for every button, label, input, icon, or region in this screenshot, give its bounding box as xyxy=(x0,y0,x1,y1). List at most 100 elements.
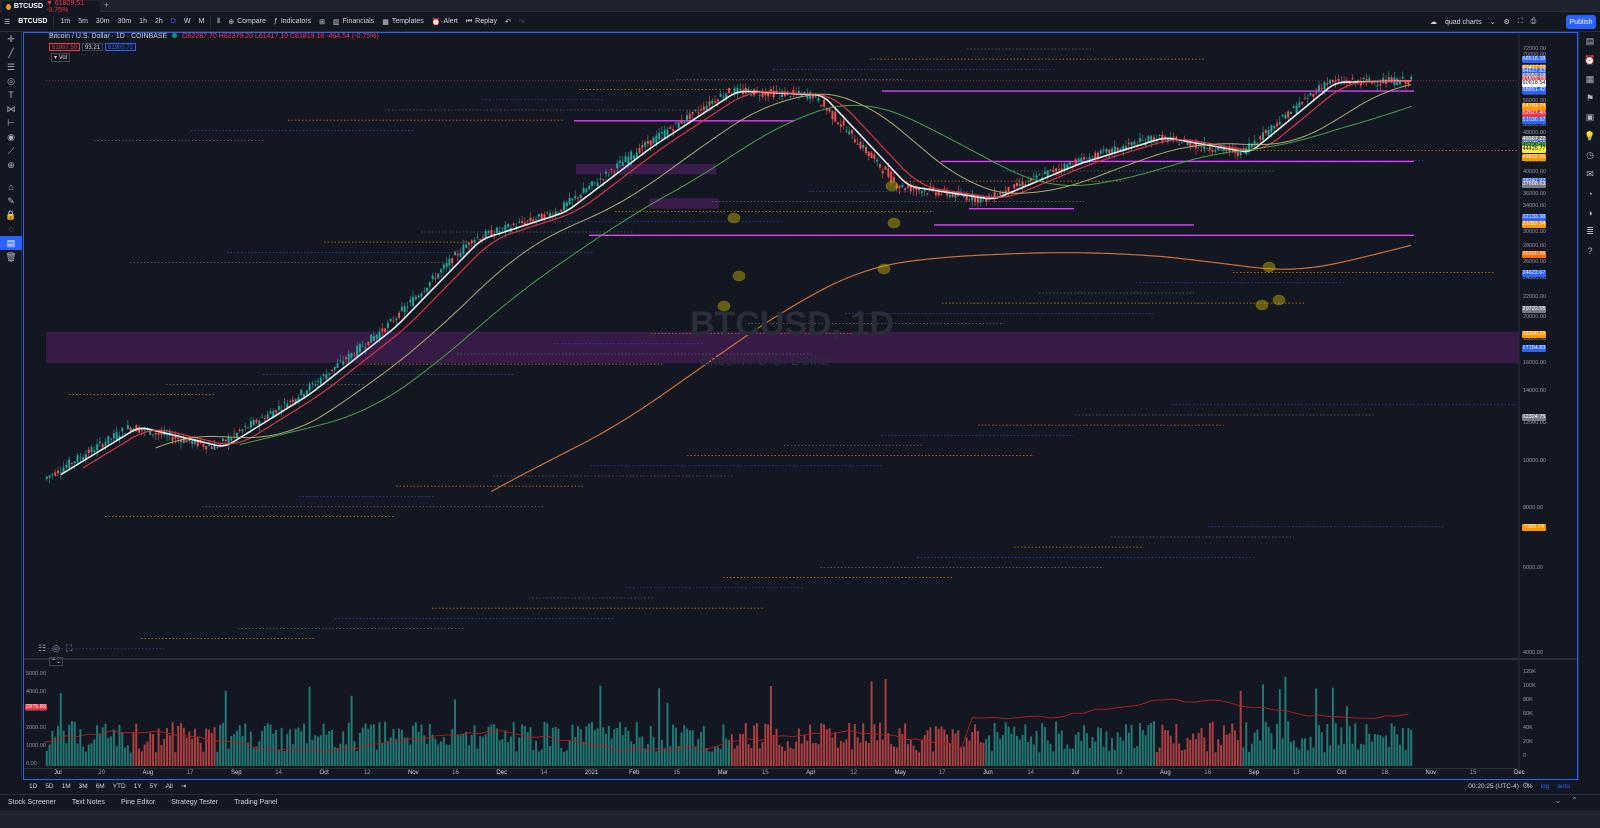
highlight-ellipse[interactable] xyxy=(1255,299,1269,311)
bottom-tab-pine-editor[interactable]: Pine Editor xyxy=(120,799,156,806)
new-tab-button[interactable]: + xyxy=(104,0,110,10)
eye-icon[interactable]: ◉ xyxy=(7,131,15,142)
highlight-ellipse[interactable] xyxy=(732,270,746,282)
goto-date-icon[interactable]: ⇥ xyxy=(180,783,187,790)
symbol-search[interactable]: BTCUSD xyxy=(18,18,48,25)
moving-average-line[interactable] xyxy=(155,84,1412,449)
highlight-ellipse[interactable] xyxy=(877,263,891,275)
auto-toggle[interactable]: auto xyxy=(1557,782,1570,790)
text-icon[interactable]: T xyxy=(8,90,14,100)
resistance-zone[interactable] xyxy=(576,163,716,175)
watchlist-icon[interactable]: ▤ xyxy=(1585,36,1595,46)
timeframe-w[interactable]: W xyxy=(183,18,191,25)
clock[interactable]: 00:20:25 (UTC-4) xyxy=(1468,782,1519,790)
highlight-ellipse[interactable] xyxy=(1262,261,1276,273)
browser-tab[interactable]: BTCUSD ▼ 61809.51 -0.75% xyxy=(2,0,100,14)
pane-eye-icon[interactable]: ◎ xyxy=(52,643,60,653)
range-ytd[interactable]: YTD xyxy=(112,782,126,790)
undo-icon[interactable]: ↶ xyxy=(504,18,511,26)
settings-icon[interactable]: ⚙ xyxy=(1503,19,1510,26)
time-axis[interactable]: Jul 20 Aug 17 Sep 14 Oct 12 Nov 16 Dec 14 2021 Feb 15 M… xyxy=(24,768,1525,778)
alerts-icon[interactable]: ⏰ xyxy=(1584,55,1596,65)
magnet-icon[interactable]: ⌂ xyxy=(8,182,14,192)
alert-button[interactable]: ⏰ Alert xyxy=(428,12,462,32)
range-all[interactable]: All xyxy=(165,782,173,790)
chats-icon[interactable]: ✉ xyxy=(1586,169,1594,179)
order-panel-icon[interactable]: ◑ xyxy=(1587,207,1593,218)
forecast-icon[interactable]: ⊢ xyxy=(7,117,15,128)
layout-grid-icon[interactable]: ⊞ xyxy=(319,18,326,26)
range-3m[interactable]: 3M xyxy=(78,782,88,790)
maximize-panel-icon[interactable]: ⌃ xyxy=(1571,796,1578,805)
trendline-icon[interactable]: ╱ xyxy=(8,47,14,58)
highlight-ellipse[interactable] xyxy=(1272,294,1286,306)
horizontal-lines-icon[interactable]: ☰ xyxy=(6,61,16,72)
range-5y[interactable]: 5Y xyxy=(149,782,158,790)
chart-canvas[interactable] xyxy=(24,33,1577,768)
moving-average-line[interactable] xyxy=(491,244,1412,493)
range-1m[interactable]: 1M xyxy=(61,782,71,790)
camera-icon[interactable]: ⎙ xyxy=(1530,18,1537,25)
data-window-icon[interactable]: ▦ xyxy=(1585,74,1595,84)
crosshair-icon[interactable]: ✛ xyxy=(7,33,15,44)
ask-badge[interactable]: 61900.72 xyxy=(105,43,137,51)
publish-button[interactable]: Publish xyxy=(1566,15,1596,29)
timeframe-30m[interactable]: 30m xyxy=(117,18,132,25)
timeframe-1m[interactable]: 1m xyxy=(60,18,71,25)
highlight-ellipse[interactable] xyxy=(717,300,731,312)
compare-button[interactable]: ⊕ Compare xyxy=(224,12,270,32)
chart-pane[interactable] xyxy=(23,32,1578,780)
ideas-icon[interactable]: 💡 xyxy=(1584,131,1596,141)
timeframe-1h[interactable]: 1h xyxy=(139,18,147,25)
highlight-ellipse[interactable] xyxy=(727,212,741,224)
redo-icon[interactable]: ↷ xyxy=(518,18,525,26)
dom-icon[interactable]: ≣ xyxy=(1586,226,1594,236)
chart-style-button[interactable]: ⫴ xyxy=(217,17,221,25)
streams-icon[interactable]: ◷ xyxy=(1586,150,1594,160)
chevron-down-icon[interactable]: ⌄ xyxy=(1489,19,1496,26)
ruler-icon[interactable]: ⟋ xyxy=(7,145,15,156)
templates-button[interactable]: ▦ Templates xyxy=(378,12,428,32)
timeframe-5m[interactable]: 5m xyxy=(78,18,88,25)
range-1y[interactable]: 1Y xyxy=(133,782,142,790)
timeframe-d[interactable]: D xyxy=(170,18,176,25)
volume-legend[interactable]: ▾ Vol xyxy=(51,53,71,62)
bottom-tab-stock-screener[interactable]: Stock Screener xyxy=(8,799,56,806)
trash-icon[interactable]: 🗑 xyxy=(5,251,17,262)
pane-collapse-button[interactable]: ⌃⌄ xyxy=(49,657,64,666)
timeframe-m[interactable]: M xyxy=(198,18,205,25)
moving-average-line[interactable] xyxy=(60,80,1412,476)
layout-name[interactable]: quad charts xyxy=(1445,18,1482,26)
pane-settings-icon[interactable]: ☷ xyxy=(38,643,47,653)
moving-average-line[interactable] xyxy=(82,80,1412,469)
pattern-icon[interactable]: ⋈ xyxy=(6,103,16,114)
pane-maximize-icon[interactable]: ⛶ xyxy=(65,643,73,653)
bid-badge[interactable]: 61807.59 xyxy=(49,43,81,51)
fullscreen-icon[interactable]: ⛶ xyxy=(1517,18,1523,25)
stay-in-drawing-icon[interactable]: ✎ xyxy=(7,195,15,206)
scale-settings-icon[interactable]: ⚙ xyxy=(1522,781,1530,790)
hide-icon[interactable]: ◌ xyxy=(8,224,14,234)
timeframe-30m[interactable]: 30m xyxy=(95,18,110,25)
bottom-tab-text-notes[interactable]: Text Notes xyxy=(71,799,105,806)
resistance-zone[interactable] xyxy=(649,198,719,209)
brush-icon[interactable]: ◎ xyxy=(7,75,15,86)
objects-tree-icon[interactable]: ▤ xyxy=(0,236,22,250)
indicators-button[interactable]: ƒ Indicators xyxy=(270,12,315,32)
bottom-tab-strategy-tester[interactable]: Strategy Tester xyxy=(171,799,219,806)
bottom-tab-trading-panel[interactable]: Trading Panel xyxy=(234,799,278,806)
lock-icon[interactable]: 🔒 xyxy=(5,209,17,220)
log-toggle[interactable]: log xyxy=(1540,782,1550,790)
financials-button[interactable]: ▥ Financials xyxy=(329,12,378,32)
range-6m[interactable]: 6M xyxy=(95,782,105,790)
notifications-icon[interactable]: ◔ xyxy=(1587,188,1593,199)
zoom-icon[interactable]: ⊕ xyxy=(7,159,15,170)
highlight-ellipse[interactable] xyxy=(885,180,899,192)
timeframe-2h[interactable]: 2h xyxy=(154,18,163,25)
highlight-ellipse[interactable] xyxy=(887,217,901,229)
menu-icon[interactable]: ☰ xyxy=(4,18,11,26)
legend-title[interactable]: Bitcoin / U.S. Dollar · 1D · COINBASE xyxy=(49,33,168,40)
replay-button[interactable]: ⏮ Replay xyxy=(462,12,501,32)
moving-average-line[interactable] xyxy=(239,104,1412,446)
percent-toggle[interactable]: % xyxy=(1526,782,1533,790)
